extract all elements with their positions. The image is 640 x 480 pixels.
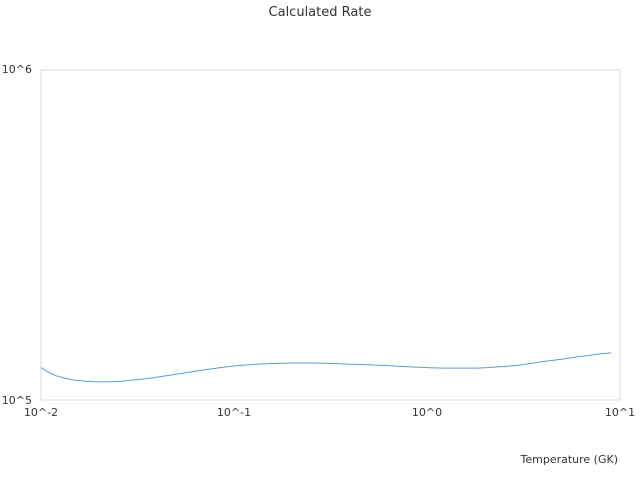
x-axis-label: Temperature (GK) (520, 453, 619, 466)
plot-area (40, 69, 621, 401)
x-tick-label-3: 10^1 (605, 406, 635, 419)
y-tick-label-top: 10^6 (2, 63, 32, 76)
x-tick-label-2: 10^0 (412, 406, 442, 419)
x-tick-label-0: 10^-2 (24, 406, 58, 419)
series-line (40, 352, 612, 383)
x-tick-label-1: 10^-1 (217, 406, 251, 419)
chart-title: Calculated Rate (269, 5, 372, 20)
y-tick-label-bottom: 10^5 (2, 394, 32, 407)
